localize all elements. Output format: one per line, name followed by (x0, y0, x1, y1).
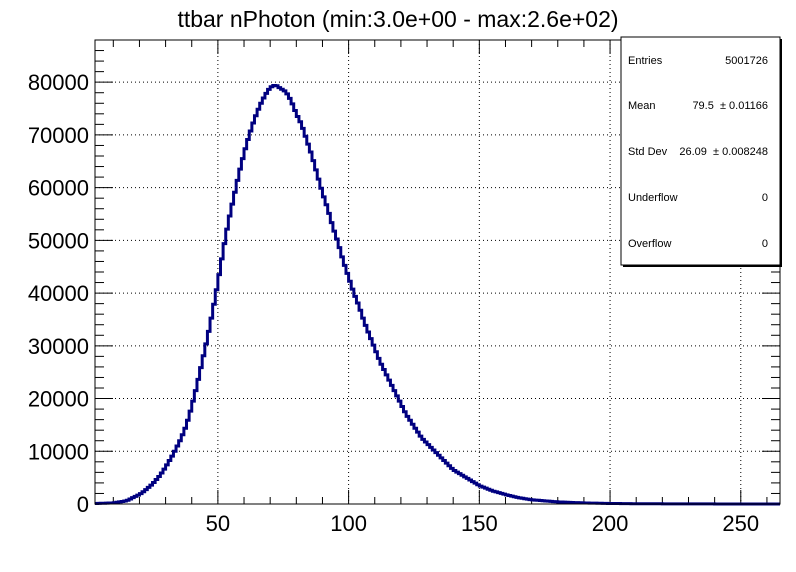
y-tick-label: 30000 (28, 334, 89, 359)
x-tick-label: 50 (206, 511, 230, 536)
stats-value-mean: 79.5 ± 0.01166 (692, 100, 768, 112)
stats-label-entries: Entries (628, 55, 663, 67)
stats-box-frame (620, 36, 781, 266)
stats-label-std-dev: Std Dev (628, 146, 668, 158)
y-tick-label: 10000 (28, 439, 89, 464)
plot-frame (94, 39, 781, 505)
y-tick-label: 70000 (28, 123, 89, 148)
y-tick-label: 80000 (28, 70, 89, 95)
y-tick-label: 50000 (28, 228, 89, 253)
x-axis-tick-labels: 50 100 150 200 250 (206, 511, 760, 536)
y-tick-label: 20000 (28, 387, 89, 412)
y-axis-tick-labels: 0 10000 20000 30000 40000 50000 60000 70000 8000… (28, 70, 89, 517)
y-tick-label: 60000 (28, 176, 89, 201)
stats-label-mean: Mean (628, 100, 656, 112)
stats-value-overflow: 0 (762, 238, 768, 250)
stats-value-underflow: 0 (762, 192, 768, 204)
x-tick-label: 200 (592, 511, 629, 536)
x-tick-label: 150 (461, 511, 498, 536)
stats-box: Entries 5001726 Mean 79.5 ± 0.01166 Std Dev 2… (620, 36, 782, 267)
y-tick-label: 40000 (28, 281, 89, 306)
chart-title: ttbar nPhoton (min:3.0e+00 - max:2.6e+02… (177, 6, 618, 32)
y-tick-label: 0 (77, 492, 89, 517)
stats-label-overflow: Overflow (628, 238, 671, 250)
x-tick-label: 250 (722, 511, 759, 536)
stats-label-underflow: Underflow (628, 192, 678, 204)
x-tick-label: 100 (330, 511, 367, 536)
stats-value-entries: 5001726 (725, 55, 768, 67)
stats-value-std-dev: 26.09 ± 0.008248 (679, 146, 768, 158)
